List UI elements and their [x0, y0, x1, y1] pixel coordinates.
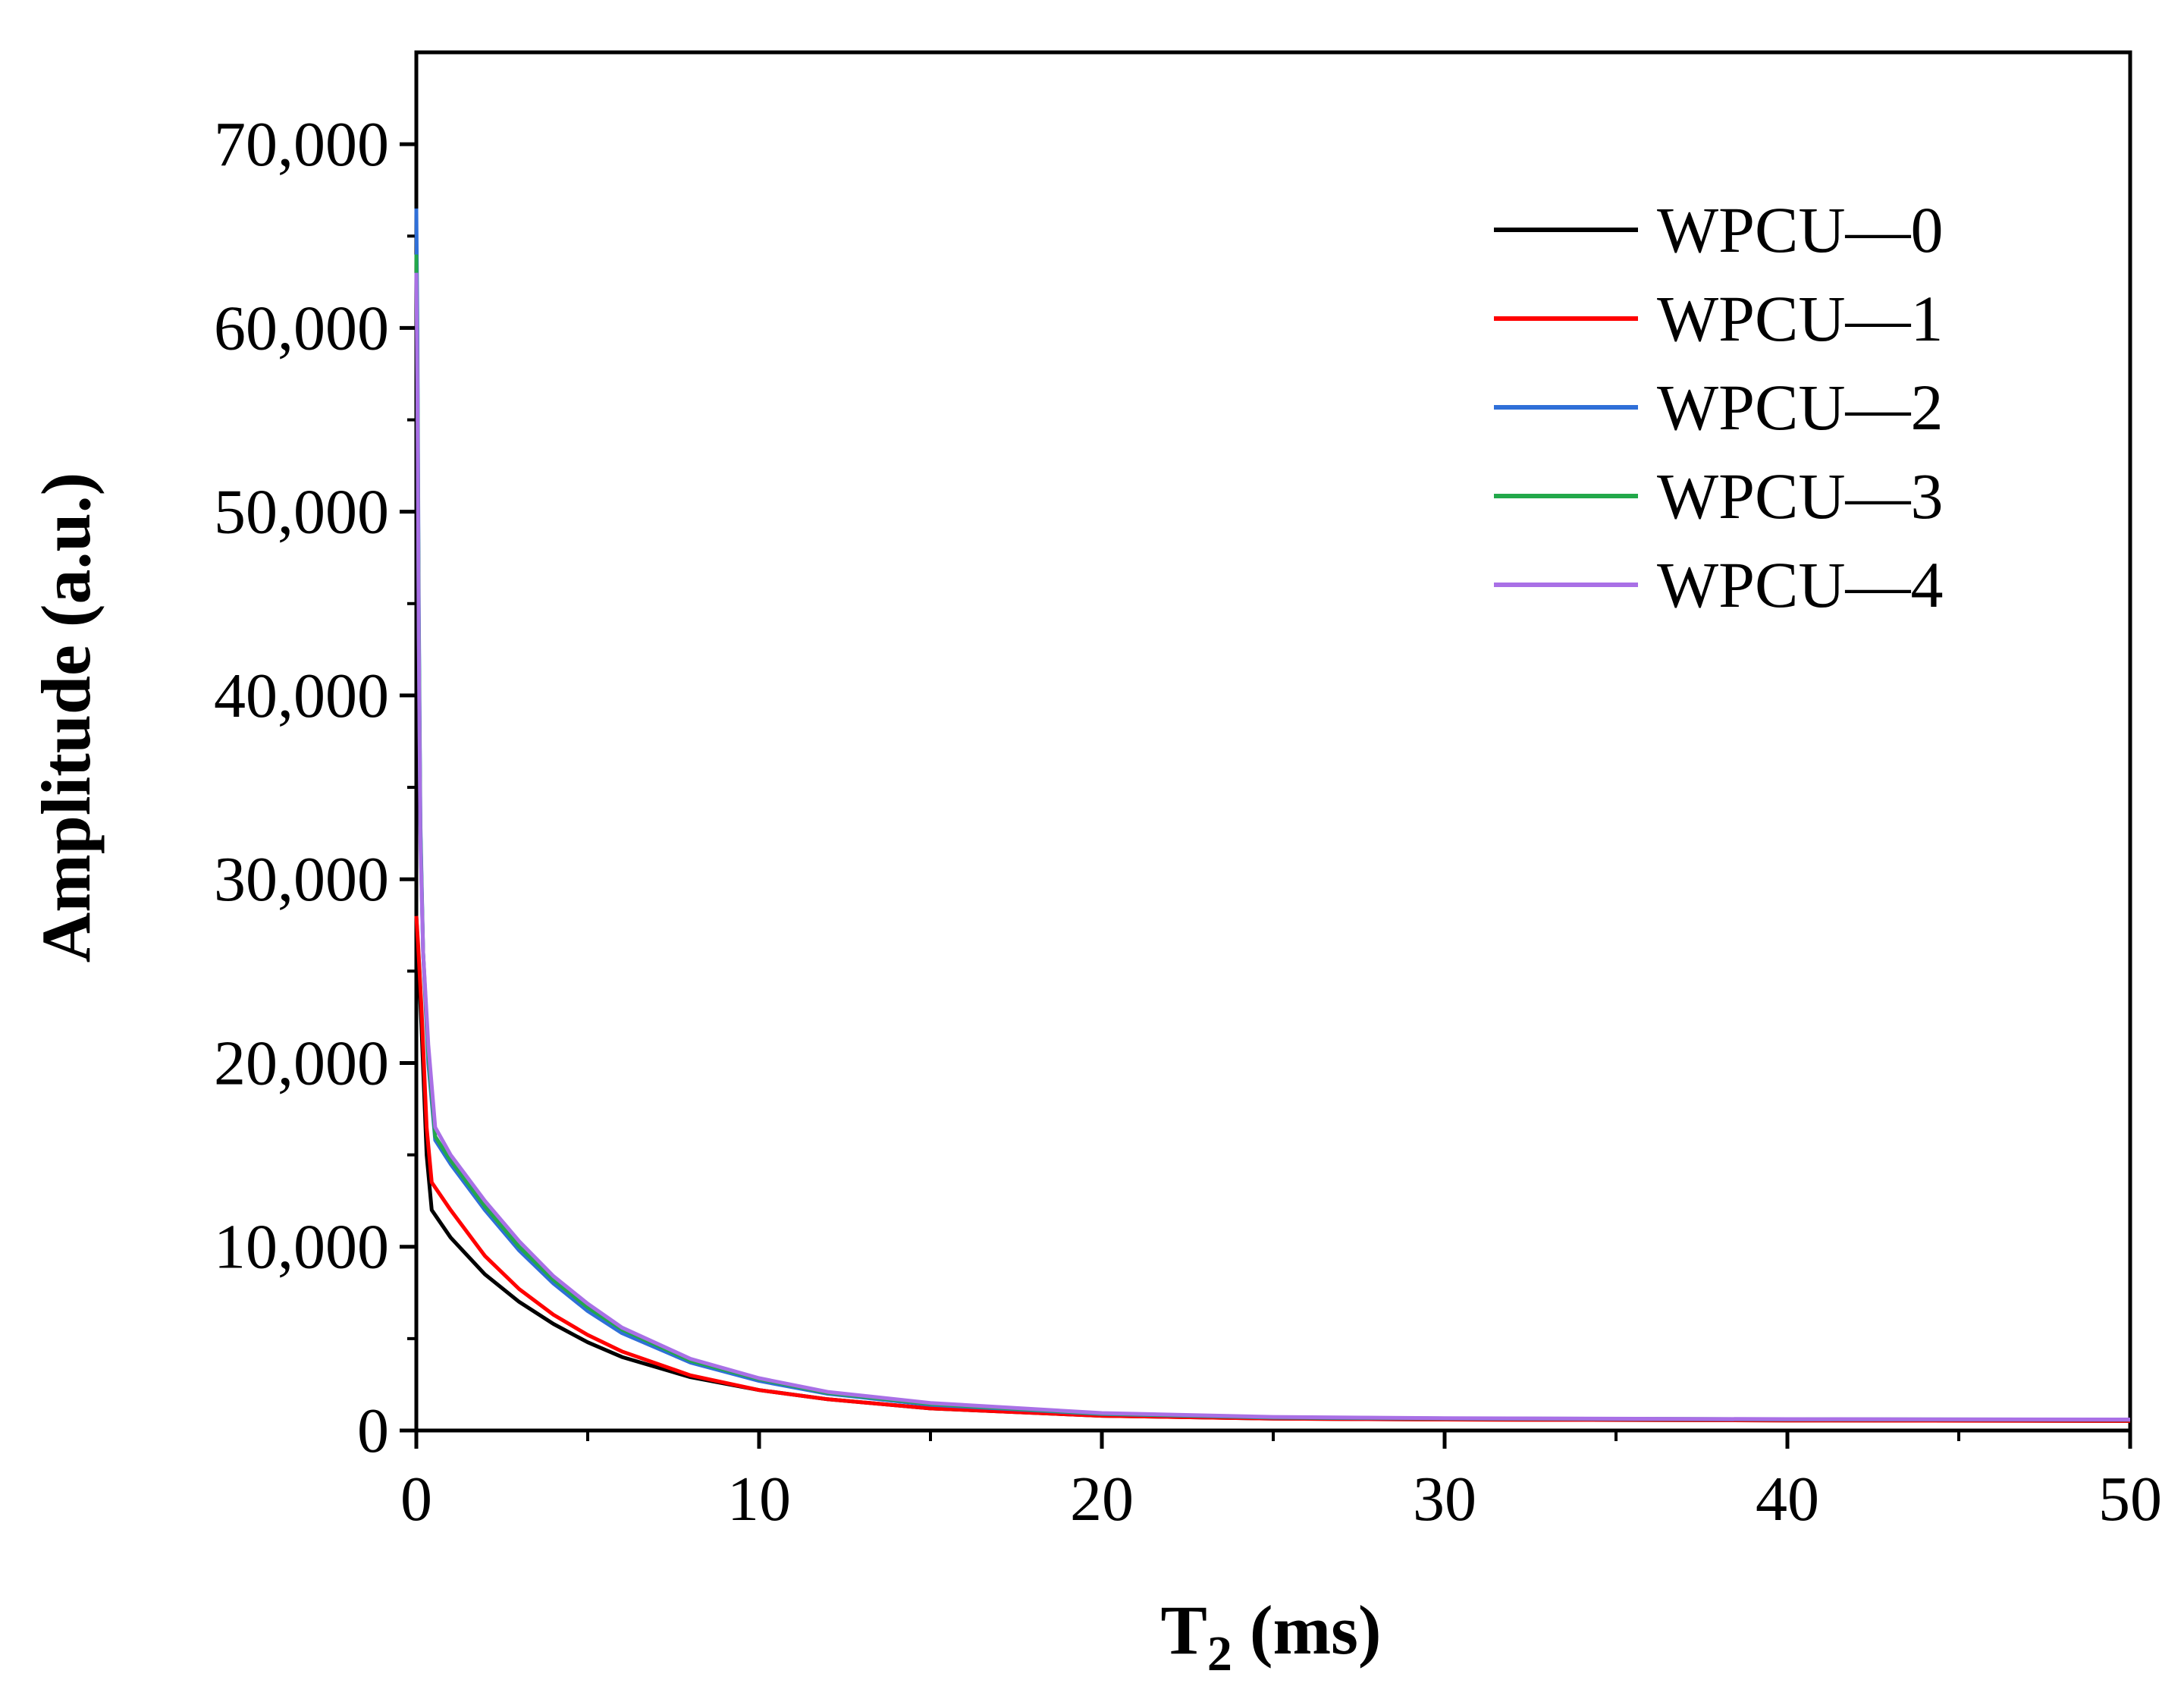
x-axis: 0 10 20 30 40 50 [400, 1430, 2162, 1534]
y-tick-label: 50,000 [214, 477, 389, 548]
y-tick-label: 40,000 [214, 661, 389, 731]
x-tick-label: 0 [400, 1464, 432, 1534]
series-line-4 [414, 272, 2131, 1421]
legend-label-2: WPCU—2 [1657, 371, 1943, 444]
y-tick-label: 60,000 [214, 293, 389, 363]
legend-label-1: WPCU—1 [1657, 282, 1943, 355]
x-tick-label: 30 [1413, 1464, 1476, 1534]
legend-label-3: WPCU—3 [1657, 460, 1943, 532]
y-tick-label: 20,000 [214, 1028, 389, 1098]
y-axis: 0 10,000 20,000 30,000 40,000 50,000 60,000 70,… [214, 109, 416, 1466]
x-axis-title-main: T [1160, 1591, 1207, 1669]
y-tick-label: 10,000 [214, 1212, 389, 1283]
y-tick-label: 70,000 [214, 109, 389, 180]
x-tick-label: 50 [2098, 1464, 2162, 1534]
series-line-0 [414, 915, 2131, 1423]
x-tick-label: 10 [727, 1464, 791, 1534]
legend: WPCU—0 WPCU—1 WPCU—2 WPCU—3 WPCU—4 [1494, 193, 1943, 621]
x-axis-title-unit: (ms) [1232, 1591, 1382, 1669]
legend-label-4: WPCU—4 [1657, 548, 1943, 621]
series-line-1 [414, 915, 2131, 1423]
legend-label-0: WPCU—0 [1657, 193, 1943, 266]
x-tick-label: 40 [1756, 1464, 1819, 1534]
x-tick-label: 20 [1070, 1464, 1134, 1534]
y-tick-label: 0 [357, 1396, 389, 1466]
series-lines [414, 208, 2131, 1423]
y-axis-title: Amplitude (a.u.) [27, 473, 105, 963]
y-tick-label: 30,000 [214, 844, 389, 915]
x-axis-title: T2 (ms) [1160, 1591, 1381, 1682]
x-axis-title-subscript: 2 [1207, 1626, 1232, 1682]
